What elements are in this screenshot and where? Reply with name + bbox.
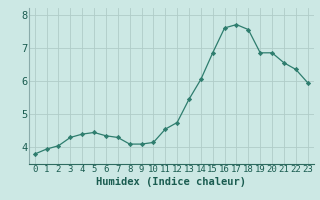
X-axis label: Humidex (Indice chaleur): Humidex (Indice chaleur) bbox=[96, 177, 246, 187]
